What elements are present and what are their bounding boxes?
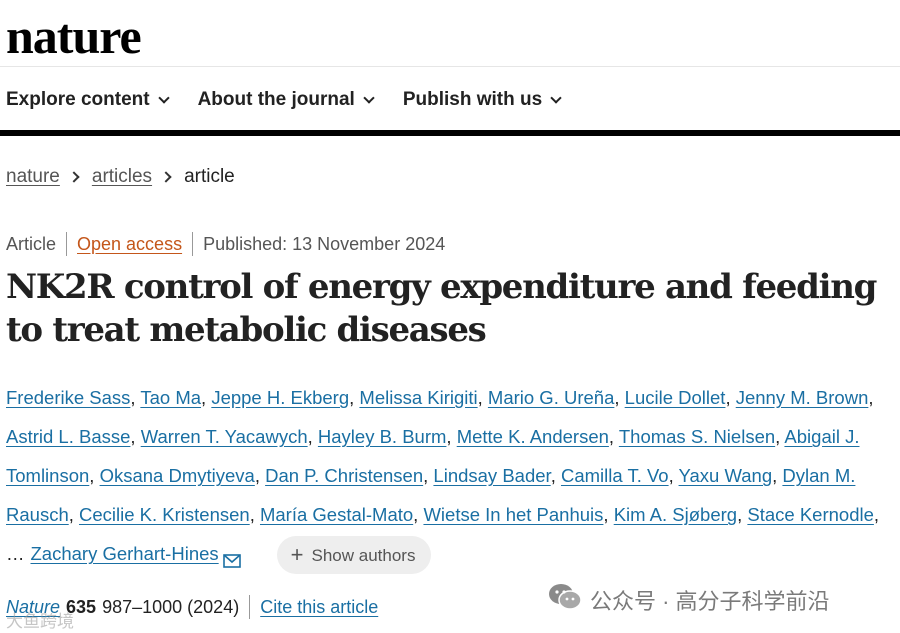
meta-divider bbox=[192, 232, 194, 256]
main-nav: Explore content About the journal Publis… bbox=[6, 86, 590, 114]
article-type: Article bbox=[6, 233, 57, 254]
watermark-bottom: 大鱼跨境 bbox=[6, 607, 74, 632]
author-link[interactable]: Wietse In het Panhuis bbox=[423, 504, 604, 525]
published-date: Published: 13 November 2024 bbox=[203, 233, 446, 254]
chevron-down-icon bbox=[363, 91, 375, 104]
nav-publish-with-us[interactable]: Publish with us bbox=[402, 89, 562, 111]
author-link[interactable]: María Gestal-Mato bbox=[259, 504, 414, 525]
nav-about-the-journal-label: About the journal bbox=[197, 89, 355, 110]
watermark-text: 公众号 · 高分子科学前沿 bbox=[590, 589, 830, 614]
authors-ellipsis: … bbox=[6, 543, 25, 564]
breadcrumb-current: article bbox=[184, 166, 235, 187]
author-link-last[interactable]: Zachary Gerhart-Hines bbox=[30, 543, 219, 564]
nav-explore-content-label: Explore content bbox=[6, 89, 150, 110]
author-link[interactable]: Jeppe H. Ekberg bbox=[211, 387, 350, 408]
chevron-down-icon bbox=[550, 91, 562, 104]
author-link[interactable]: Dylan M. Rausch bbox=[6, 465, 856, 525]
author-link[interactable]: Hayley B. Burm bbox=[317, 426, 447, 447]
author-link[interactable]: Warren T. Yacawych bbox=[140, 426, 308, 447]
author-link[interactable]: Yaxu Wang bbox=[678, 465, 773, 486]
wechat-icon bbox=[548, 582, 582, 618]
watermark: 公众号 · 高分子科学前沿 bbox=[548, 582, 830, 618]
open-access-link[interactable]: Open access bbox=[77, 233, 183, 254]
volume: 635 bbox=[66, 596, 97, 617]
breadcrumb-nature[interactable]: nature bbox=[6, 166, 60, 187]
author-link[interactable]: Abigail J. Tomlinson bbox=[6, 426, 860, 486]
nav-publish-with-us-label: Publish with us bbox=[402, 89, 543, 110]
journal-link[interactable]: Nature bbox=[6, 596, 61, 617]
show-authors-button[interactable]: + Show authors bbox=[276, 536, 432, 575]
author-link[interactable]: Lucile Dollet bbox=[624, 387, 726, 408]
envelope-icon[interactable] bbox=[222, 542, 241, 581]
plus-icon: + bbox=[290, 542, 304, 568]
show-authors-label: Show authors bbox=[311, 545, 416, 565]
author-link[interactable]: Melissa Kirigiti bbox=[359, 387, 478, 408]
nav-explore-content[interactable]: Explore content bbox=[6, 89, 170, 111]
pages: 987–1000 (2024) bbox=[102, 596, 240, 617]
citation-divider bbox=[249, 595, 251, 619]
author-link[interactable]: Jenny M. Brown bbox=[735, 387, 869, 408]
nav-about-the-journal[interactable]: About the journal bbox=[197, 89, 375, 111]
author-link[interactable]: Camilla T. Vo bbox=[560, 465, 669, 486]
chevron-right-icon bbox=[68, 171, 80, 183]
author-link[interactable]: Mario G. Ureña bbox=[487, 387, 615, 408]
chevron-down-icon bbox=[157, 91, 170, 104]
nature-logo[interactable]: nature bbox=[6, 8, 142, 64]
meta-divider bbox=[66, 232, 68, 256]
cite-this-article-link[interactable]: Cite this article bbox=[260, 596, 379, 617]
author-link[interactable]: Lindsay Bader bbox=[433, 465, 551, 486]
author-list: Frederike Sass, Tao Ma, Jeppe H. Ekberg,… bbox=[6, 378, 894, 581]
citation: Nature 635 987–1000 (2024) Cite this art… bbox=[6, 594, 378, 620]
article-title: NK2R control of energy expenditure and f… bbox=[6, 267, 877, 350]
author-link[interactable]: Thomas S. Nielsen bbox=[618, 426, 776, 447]
author-link[interactable]: Stace Kernodle bbox=[747, 504, 874, 525]
author-link[interactable]: Mette K. Andersen bbox=[456, 426, 609, 447]
author-link[interactable]: Frederike Sass bbox=[6, 387, 131, 408]
author-link[interactable]: Astrid L. Basse bbox=[6, 426, 131, 447]
author-link[interactable]: Dan P. Christensen bbox=[265, 465, 424, 486]
header-divider bbox=[0, 66, 900, 67]
navbar-rule bbox=[0, 130, 900, 136]
breadcrumb: nature articles article bbox=[6, 164, 235, 190]
author-link[interactable]: Tao Ma bbox=[140, 387, 202, 408]
watermark-bottom-text: 大鱼跨境 bbox=[6, 612, 74, 631]
article-meta: Article Open access Published: 13 Novemb… bbox=[6, 231, 445, 257]
chevron-right-icon bbox=[160, 171, 172, 183]
author-link[interactable]: Kim A. Sjøberg bbox=[613, 504, 738, 525]
author-link[interactable]: Oksana Dmytiyeva bbox=[99, 465, 255, 486]
author-link[interactable]: Cecilie K. Kristensen bbox=[79, 504, 250, 525]
breadcrumb-articles[interactable]: articles bbox=[91, 166, 153, 187]
